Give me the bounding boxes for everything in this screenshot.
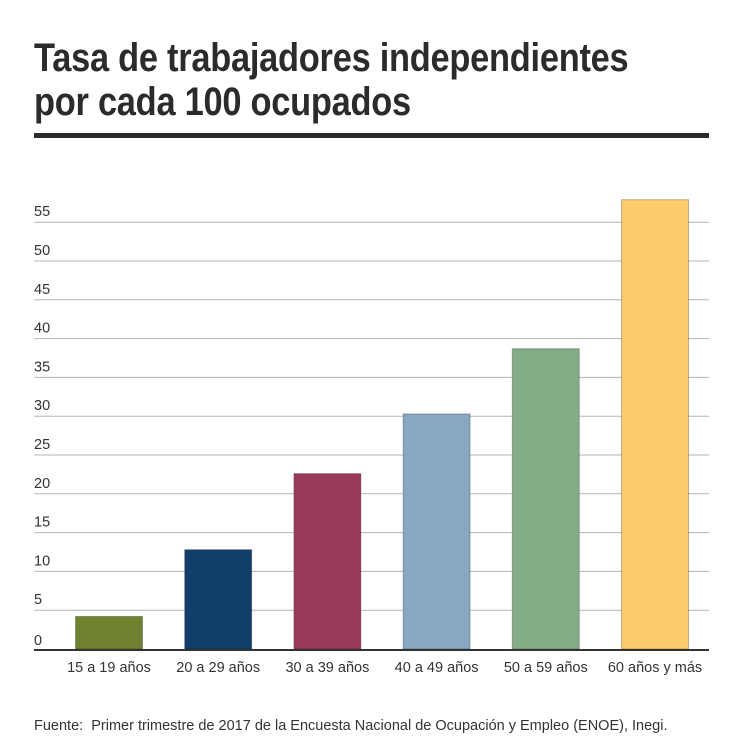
chart-title: Tasa de trabajadores independientes por … xyxy=(34,36,629,124)
y-tick-label-10: 10 xyxy=(34,553,50,569)
bar-3 xyxy=(293,473,362,650)
bar-6 xyxy=(621,199,689,650)
gridlines xyxy=(34,221,709,611)
x-tick-label-2: 20 a 29 años xyxy=(176,660,260,676)
x-tick-label-5: 50 a 59 años xyxy=(504,660,588,676)
bar-5 xyxy=(511,348,580,650)
x-tick-label-3: 30 a 39 años xyxy=(285,660,369,676)
title-rule xyxy=(34,133,709,138)
source-footnote: Fuente: Primer trimestre de 2017 de la E… xyxy=(34,718,668,734)
x-tick-label-4: 40 a 49 años xyxy=(395,660,479,676)
bar-chart: 0 5 10 15 20 25 30 35 40 45 50 55 15 a 19 años 20 a … xyxy=(34,199,709,676)
y-tick-labels: 0 5 10 15 20 25 30 35 40 45 50 55 xyxy=(34,204,50,649)
bars xyxy=(75,199,689,650)
y-tick-label-20: 20 xyxy=(34,476,50,492)
y-tick-label-45: 45 xyxy=(34,282,50,298)
y-tick-label-35: 35 xyxy=(34,359,50,375)
y-tick-label-5: 5 xyxy=(34,592,42,608)
x-tick-label-6: 60 años y más xyxy=(608,660,702,676)
y-tick-label-15: 15 xyxy=(34,515,50,531)
y-tick-label-25: 25 xyxy=(34,437,50,453)
y-tick-label-40: 40 xyxy=(34,321,50,337)
bar-1 xyxy=(75,615,143,650)
bar-4 xyxy=(402,413,471,650)
x-tick-labels: 15 a 19 años 20 a 29 años 30 a 39 años 40 a… xyxy=(67,660,702,676)
bar-2 xyxy=(184,549,253,650)
y-tick-label-50: 50 xyxy=(34,243,50,259)
x-tick-label-1: 15 a 19 años xyxy=(67,660,151,676)
y-tick-label-0: 0 xyxy=(34,633,42,649)
y-tick-label-55: 55 xyxy=(34,204,50,220)
y-tick-label-30: 30 xyxy=(34,398,50,414)
